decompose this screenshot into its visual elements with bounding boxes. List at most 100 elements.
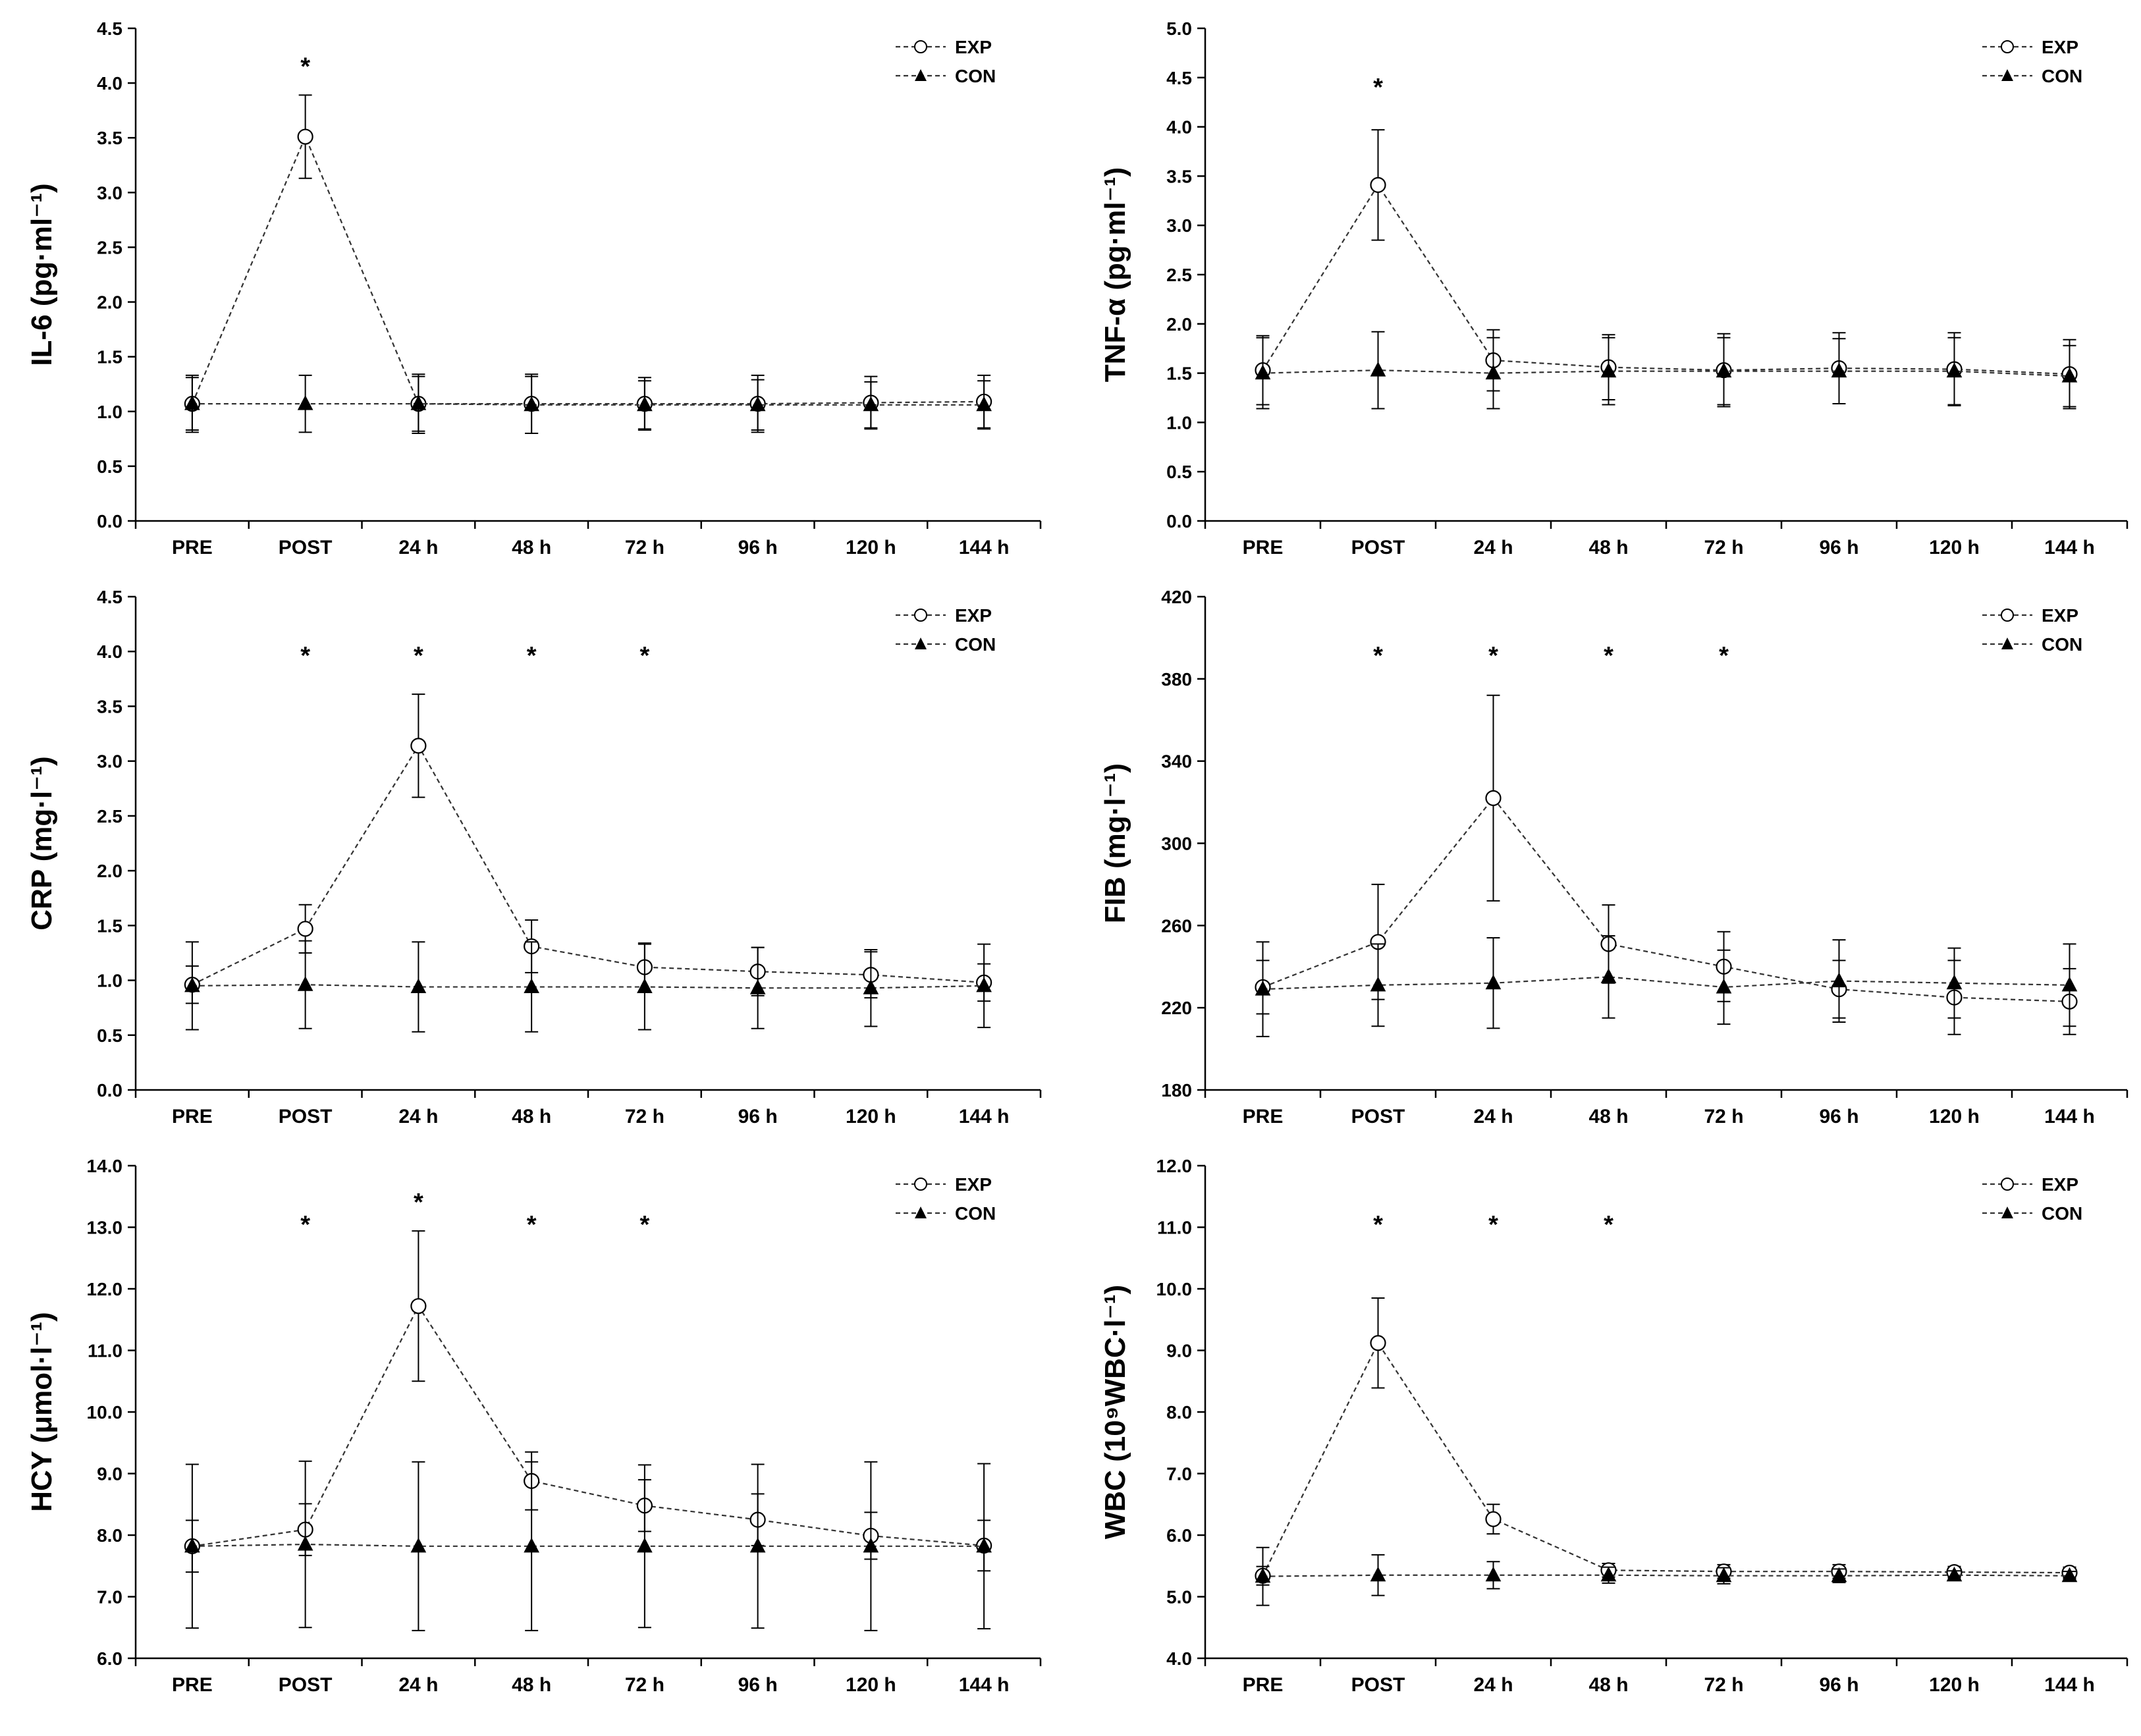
data-point-con [1255, 1567, 1271, 1583]
series-con [184, 1460, 992, 1631]
y-tick-label: 0.0 [97, 511, 122, 531]
data-point-con [2061, 1567, 2078, 1583]
y-tick-label: 4.5 [1166, 68, 1192, 88]
data-point-con [410, 1537, 427, 1553]
y-tick-label: 4.0 [97, 641, 122, 662]
data-point-con [1600, 1566, 1617, 1582]
x-tick-label: 96 h [1819, 1674, 1858, 1696]
data-point-con [184, 977, 200, 992]
series-con [184, 940, 992, 1033]
significance-asterisk: * [1719, 642, 1729, 670]
x-tick-label: 24 h [398, 1106, 438, 1127]
y-tick-label: 7.0 [97, 1587, 122, 1608]
series-con [1255, 935, 2078, 1037]
y-tick-label: 4.5 [97, 587, 122, 607]
x-tick-label: 24 h [1473, 1674, 1513, 1696]
data-point-con [1946, 362, 1963, 378]
series-line [1262, 183, 2070, 375]
x-tick-label: PRE [1243, 1674, 1284, 1696]
y-tick-label: 9.0 [97, 1464, 122, 1484]
data-point-con [297, 1535, 313, 1551]
y-tick-label: 420 [1161, 587, 1192, 607]
y-tick-label: 0.5 [97, 1025, 122, 1046]
data-point-con [637, 1537, 653, 1553]
y-tick-label: 4.0 [1166, 117, 1192, 138]
y-tick-label: 5.0 [1166, 1587, 1192, 1608]
y-tick-label: 6.0 [1166, 1525, 1192, 1546]
data-point-con [1831, 362, 1847, 378]
legend-label: EXP [955, 37, 992, 57]
y-tick-label: 0.5 [1166, 462, 1192, 482]
legend: EXP CON [896, 1174, 996, 1224]
series-con [1255, 1546, 2078, 1606]
legend-marker-con [915, 69, 927, 81]
y-tick-label: 12.0 [87, 1279, 123, 1299]
legend-marker-exp [914, 1178, 927, 1191]
series-line [191, 134, 985, 405]
y-tick-label: 0.0 [97, 1080, 122, 1100]
x-tick-label: POST [279, 537, 333, 558]
legend-label: CON [2042, 634, 2082, 655]
x-tick-label: 72 h [1704, 1674, 1743, 1696]
significance-asterisk: * [527, 1211, 537, 1239]
data-point-con [976, 1537, 992, 1553]
data-point-con [297, 395, 313, 410]
y-tick-label: 2.0 [1166, 314, 1192, 335]
x-tick-label: 24 h [398, 1674, 438, 1696]
y-tick-label: 3.0 [97, 751, 122, 772]
data-point-con [637, 396, 653, 412]
series-con [184, 374, 992, 435]
legend-label: EXP [955, 1174, 992, 1195]
significance-asterisk: * [1488, 642, 1498, 670]
x-tick-label: 96 h [1819, 537, 1858, 558]
y-tick-label: 1.5 [97, 915, 122, 936]
data-point-con [1831, 1567, 1847, 1583]
series-con [1255, 331, 2078, 410]
x-tick-label: 144 h [2044, 537, 2095, 558]
x-tick-label: 72 h [1704, 537, 1743, 558]
significance-asterisk: * [527, 642, 537, 670]
data-point-con [2061, 976, 2078, 992]
y-tick-label: 12.0 [1156, 1156, 1193, 1176]
data-point-con [1485, 364, 1502, 380]
series-line [192, 403, 985, 406]
series-line [1262, 797, 2070, 1002]
y-tick-label: 14.0 [87, 1156, 123, 1176]
x-tick-label: 48 h [1588, 537, 1628, 558]
x-tick-label: 120 h [846, 1106, 896, 1127]
y-tick-label: 3.0 [1166, 215, 1192, 236]
significance-asterisk: * [414, 1189, 423, 1216]
data-point-exp [1370, 1335, 1386, 1351]
y-tick-label: 180 [1161, 1080, 1192, 1100]
y-tick-label: 3.5 [1166, 166, 1192, 186]
x-tick-label: 120 h [1929, 1674, 1980, 1696]
y-tick-label: 10.0 [87, 1402, 123, 1423]
legend-marker-con [915, 637, 927, 649]
chart-panel-6: 4.0 5.0 6.0 7.0 8.0 9.0 10.0 11.0 12.0 PRE POST 24 … [1099, 1156, 2128, 1696]
data-point-con [1716, 978, 1732, 994]
data-point-con [1255, 364, 1271, 380]
data-point-exp [297, 128, 313, 145]
legend: EXP CON [896, 37, 996, 86]
x-tick-label: POST [1351, 1674, 1405, 1696]
data-point-con [1370, 976, 1386, 992]
series-line [1262, 1574, 2070, 1577]
data-point-con [524, 978, 539, 994]
data-point-con [2061, 367, 2078, 383]
data-point-con [1946, 1566, 1963, 1582]
x-tick-label: 48 h [512, 1106, 551, 1127]
legend-marker-exp [914, 40, 927, 53]
x-tick-label: 48 h [512, 1674, 551, 1696]
legend: EXP CON [1982, 605, 2082, 655]
y-tick-label: 1.0 [97, 971, 122, 991]
x-tick-label: 120 h [1929, 537, 1980, 558]
series-line [192, 1304, 985, 1547]
legend: EXP CON [1982, 37, 2082, 86]
data-point-con [749, 1537, 766, 1553]
y-tick-label: 11.0 [88, 1341, 122, 1361]
data-point-con [1370, 1566, 1386, 1582]
y-axis-label: HCY (μmol·l⁻¹) [26, 1312, 58, 1512]
x-tick-label: 96 h [738, 1674, 778, 1696]
x-tick-label: 72 h [1704, 1106, 1743, 1127]
y-tick-label: 4.0 [1166, 1648, 1192, 1669]
